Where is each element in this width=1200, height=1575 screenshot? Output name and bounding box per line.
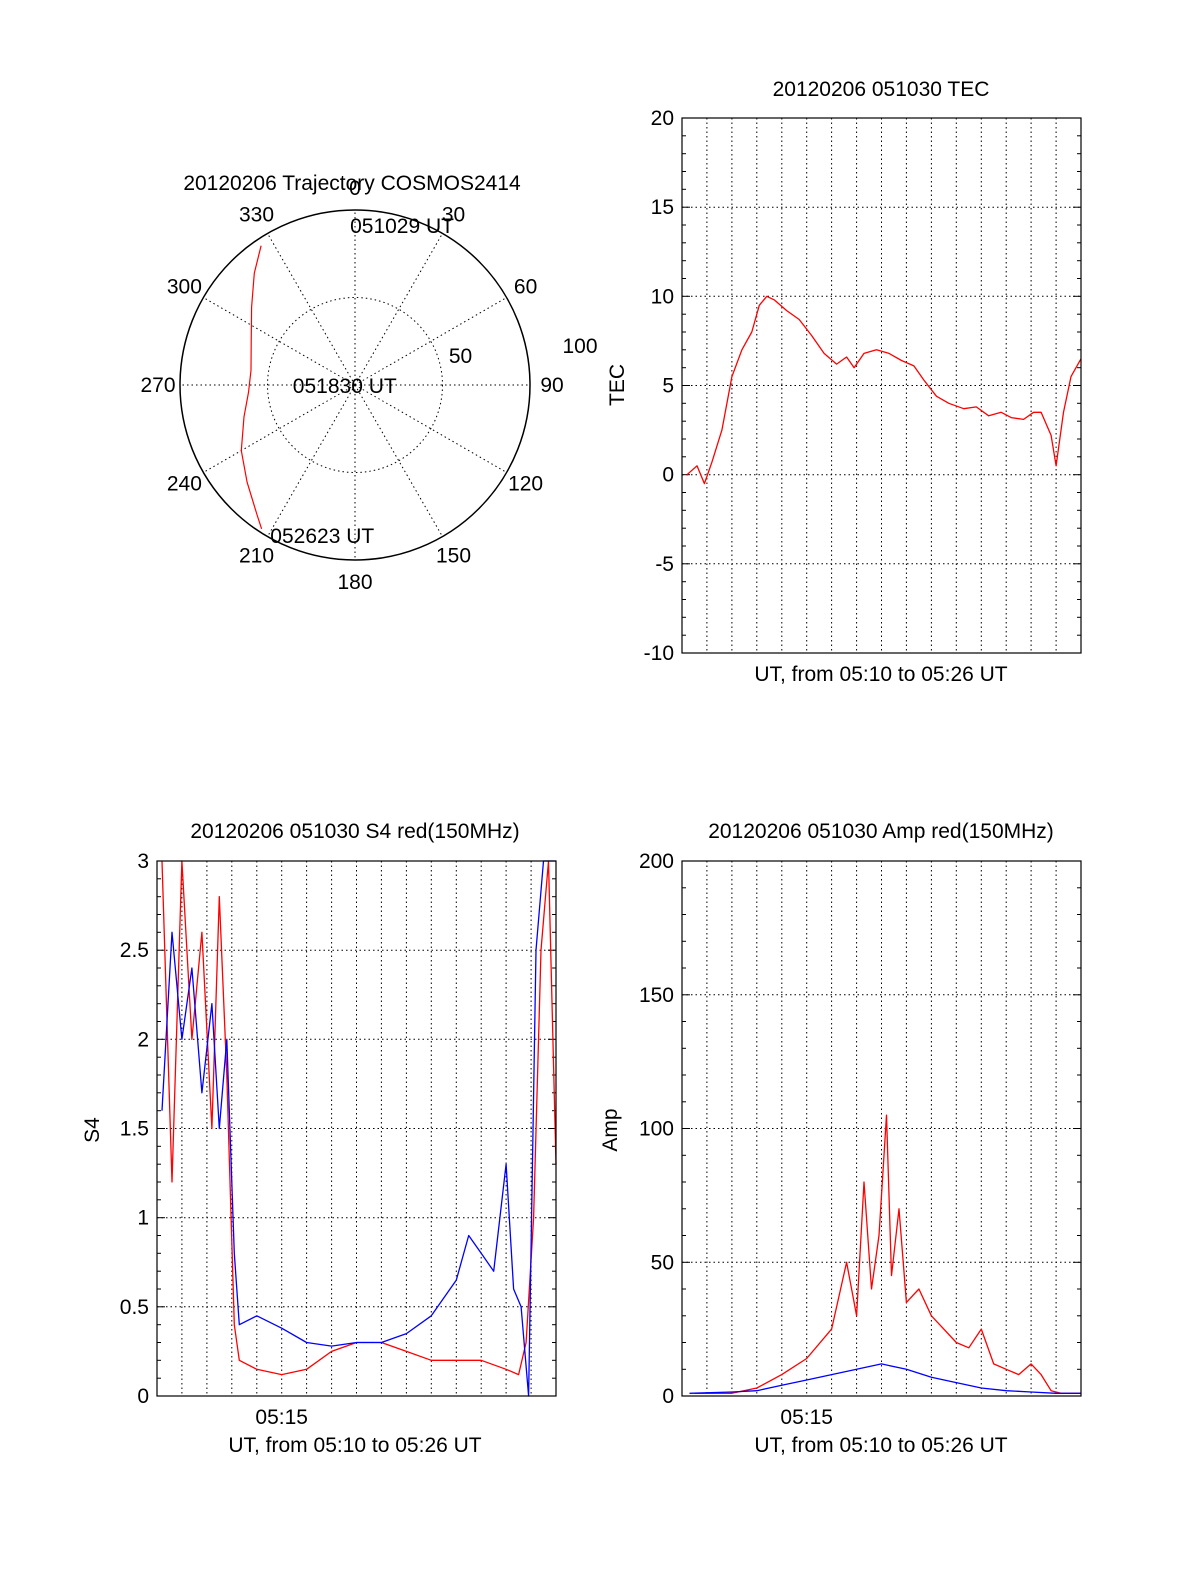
polar-spoke-30 xyxy=(354,233,443,386)
s4-xtick-label: 05:15 xyxy=(255,1406,308,1429)
tec-ytick-label: -10 xyxy=(644,642,674,665)
polar-spoke-240 xyxy=(203,384,356,473)
s4-plot-frame xyxy=(156,860,557,1397)
s4-ytick-label: 1.5 xyxy=(120,1118,149,1141)
amp-ytick-label: 100 xyxy=(639,1118,674,1141)
s4-y-axis-label: S4 xyxy=(81,1117,104,1143)
polar-trajectory-0 xyxy=(240,245,263,529)
polar-labels: 0 30 60 90 120 150 180 210 240 270 300 330 50 100 0510… xyxy=(140,177,597,594)
tec-x-axis-label: UT, from 05:10 to 05:26 UT xyxy=(754,663,1007,686)
s4-ytick-label: 2.5 xyxy=(120,939,149,962)
amp-ytick-label: 50 xyxy=(651,1251,674,1274)
s4-tick-labels: 0 0.5 1 1.5 2 2.5 3 05:15 xyxy=(120,850,308,1429)
tec-ytick-label: -5 xyxy=(655,553,674,576)
polar-grid xyxy=(179,209,531,561)
amp-ytick-label: 0 xyxy=(662,1385,674,1408)
polar-azimuth-label-90: 90 xyxy=(540,374,563,397)
polar-azimuth-label-210: 210 xyxy=(239,545,274,568)
s4-ytick-label: 0.5 xyxy=(120,1296,149,1319)
tec-series-red xyxy=(686,295,1082,485)
polar-outer-ring xyxy=(179,209,531,561)
tec-ytick-label: 0 xyxy=(662,464,674,487)
tec-title: 20120206 051030 TEC xyxy=(773,78,990,101)
tec-grid xyxy=(682,117,1081,654)
tec-y-axis-label: TEC xyxy=(606,364,629,406)
tec-series xyxy=(686,295,1082,485)
amp-series-red xyxy=(694,1114,1081,1394)
s4-grid xyxy=(157,860,556,1397)
amp-grid xyxy=(682,860,1081,1397)
polar-azimuth-label-60: 60 xyxy=(514,276,537,299)
s4-title: 20120206 051030 S4 red(150MHz) xyxy=(190,820,519,843)
amp-tick-labels: 0 50 100 150 200 05:15 xyxy=(639,850,833,1429)
polar-azimuth-label-30: 30 xyxy=(442,203,465,226)
tec-ytick-label: 5 xyxy=(662,375,674,398)
polar-azimuth-label-240: 240 xyxy=(167,473,202,496)
amp-plot-frame xyxy=(681,860,1082,1397)
tec-ytick-label: 10 xyxy=(651,285,674,308)
polar-annotation-2: 052623 UT xyxy=(270,525,374,548)
tec-ytick-label: 15 xyxy=(651,196,674,219)
polar-spoke-210 xyxy=(267,384,356,537)
tec-ytick-label: 20 xyxy=(651,107,674,130)
amp-title: 20120206 051030 Amp red(150MHz) xyxy=(708,820,1054,843)
amp-plot: 20120206 051030 Amp red(150MHz) UT, from… xyxy=(599,820,1082,1457)
amp-series xyxy=(689,1114,1081,1394)
tec-plot-frame xyxy=(681,117,1082,654)
polar-azimuth-label-120: 120 xyxy=(508,473,543,496)
s4-series-blue xyxy=(161,860,556,1397)
polar-annotation-1: 051830 UT xyxy=(293,375,397,398)
polar-annotation-0: 051029 UT xyxy=(350,215,454,238)
polar-spoke-60 xyxy=(354,297,507,386)
tec-tick-labels: -10 -5 0 5 10 15 20 xyxy=(644,107,674,665)
polar-azimuth-label-0: 0 xyxy=(349,177,361,200)
polar-ring-50 xyxy=(267,297,443,473)
amp-y-axis-label: Amp xyxy=(599,1108,622,1151)
polar-radial-label-100: 100 xyxy=(562,335,597,358)
amp-ytick-label: 150 xyxy=(639,984,674,1007)
s4-x-axis-label: UT, from 05:10 to 05:26 UT xyxy=(228,1434,481,1457)
polar-azimuth-label-270: 270 xyxy=(140,374,175,397)
s4-ytick-label: 2 xyxy=(137,1028,149,1051)
polar-azimuth-label-330: 330 xyxy=(239,203,274,226)
s4-ytick-label: 1 xyxy=(137,1207,149,1230)
tec-plot: 20120206 051030 TEC UT, from 05:10 to 05… xyxy=(606,78,1082,686)
polar-title: 20120206 Trajectory COSMOS2414 xyxy=(183,172,521,195)
amp-x-axis-label: UT, from 05:10 to 05:26 UT xyxy=(754,1434,1007,1457)
polar-azimuth-label-180: 180 xyxy=(337,571,372,594)
s4-series xyxy=(161,860,557,1397)
amp-ytick-label: 200 xyxy=(639,850,674,873)
polar-radial-label-50: 50 xyxy=(449,345,472,368)
polar-azimuth-label-150: 150 xyxy=(436,545,471,568)
s4-plot: 20120206 051030 S4 red(150MHz) UT, from … xyxy=(81,820,557,1457)
amp-series-blue xyxy=(689,1363,1081,1394)
trajectory-polar-plot: 20120206 Trajectory COSMOS2414 0 30 60 90 12… xyxy=(140,172,597,594)
polar-trajectory-line xyxy=(240,245,263,529)
s4-series-red xyxy=(161,860,557,1376)
amp-xtick-label: 05:15 xyxy=(780,1406,833,1429)
polar-azimuth-label-300: 300 xyxy=(167,276,202,299)
s4-ytick-label: 0 xyxy=(137,1385,149,1408)
s4-ytick-label: 3 xyxy=(137,850,149,873)
